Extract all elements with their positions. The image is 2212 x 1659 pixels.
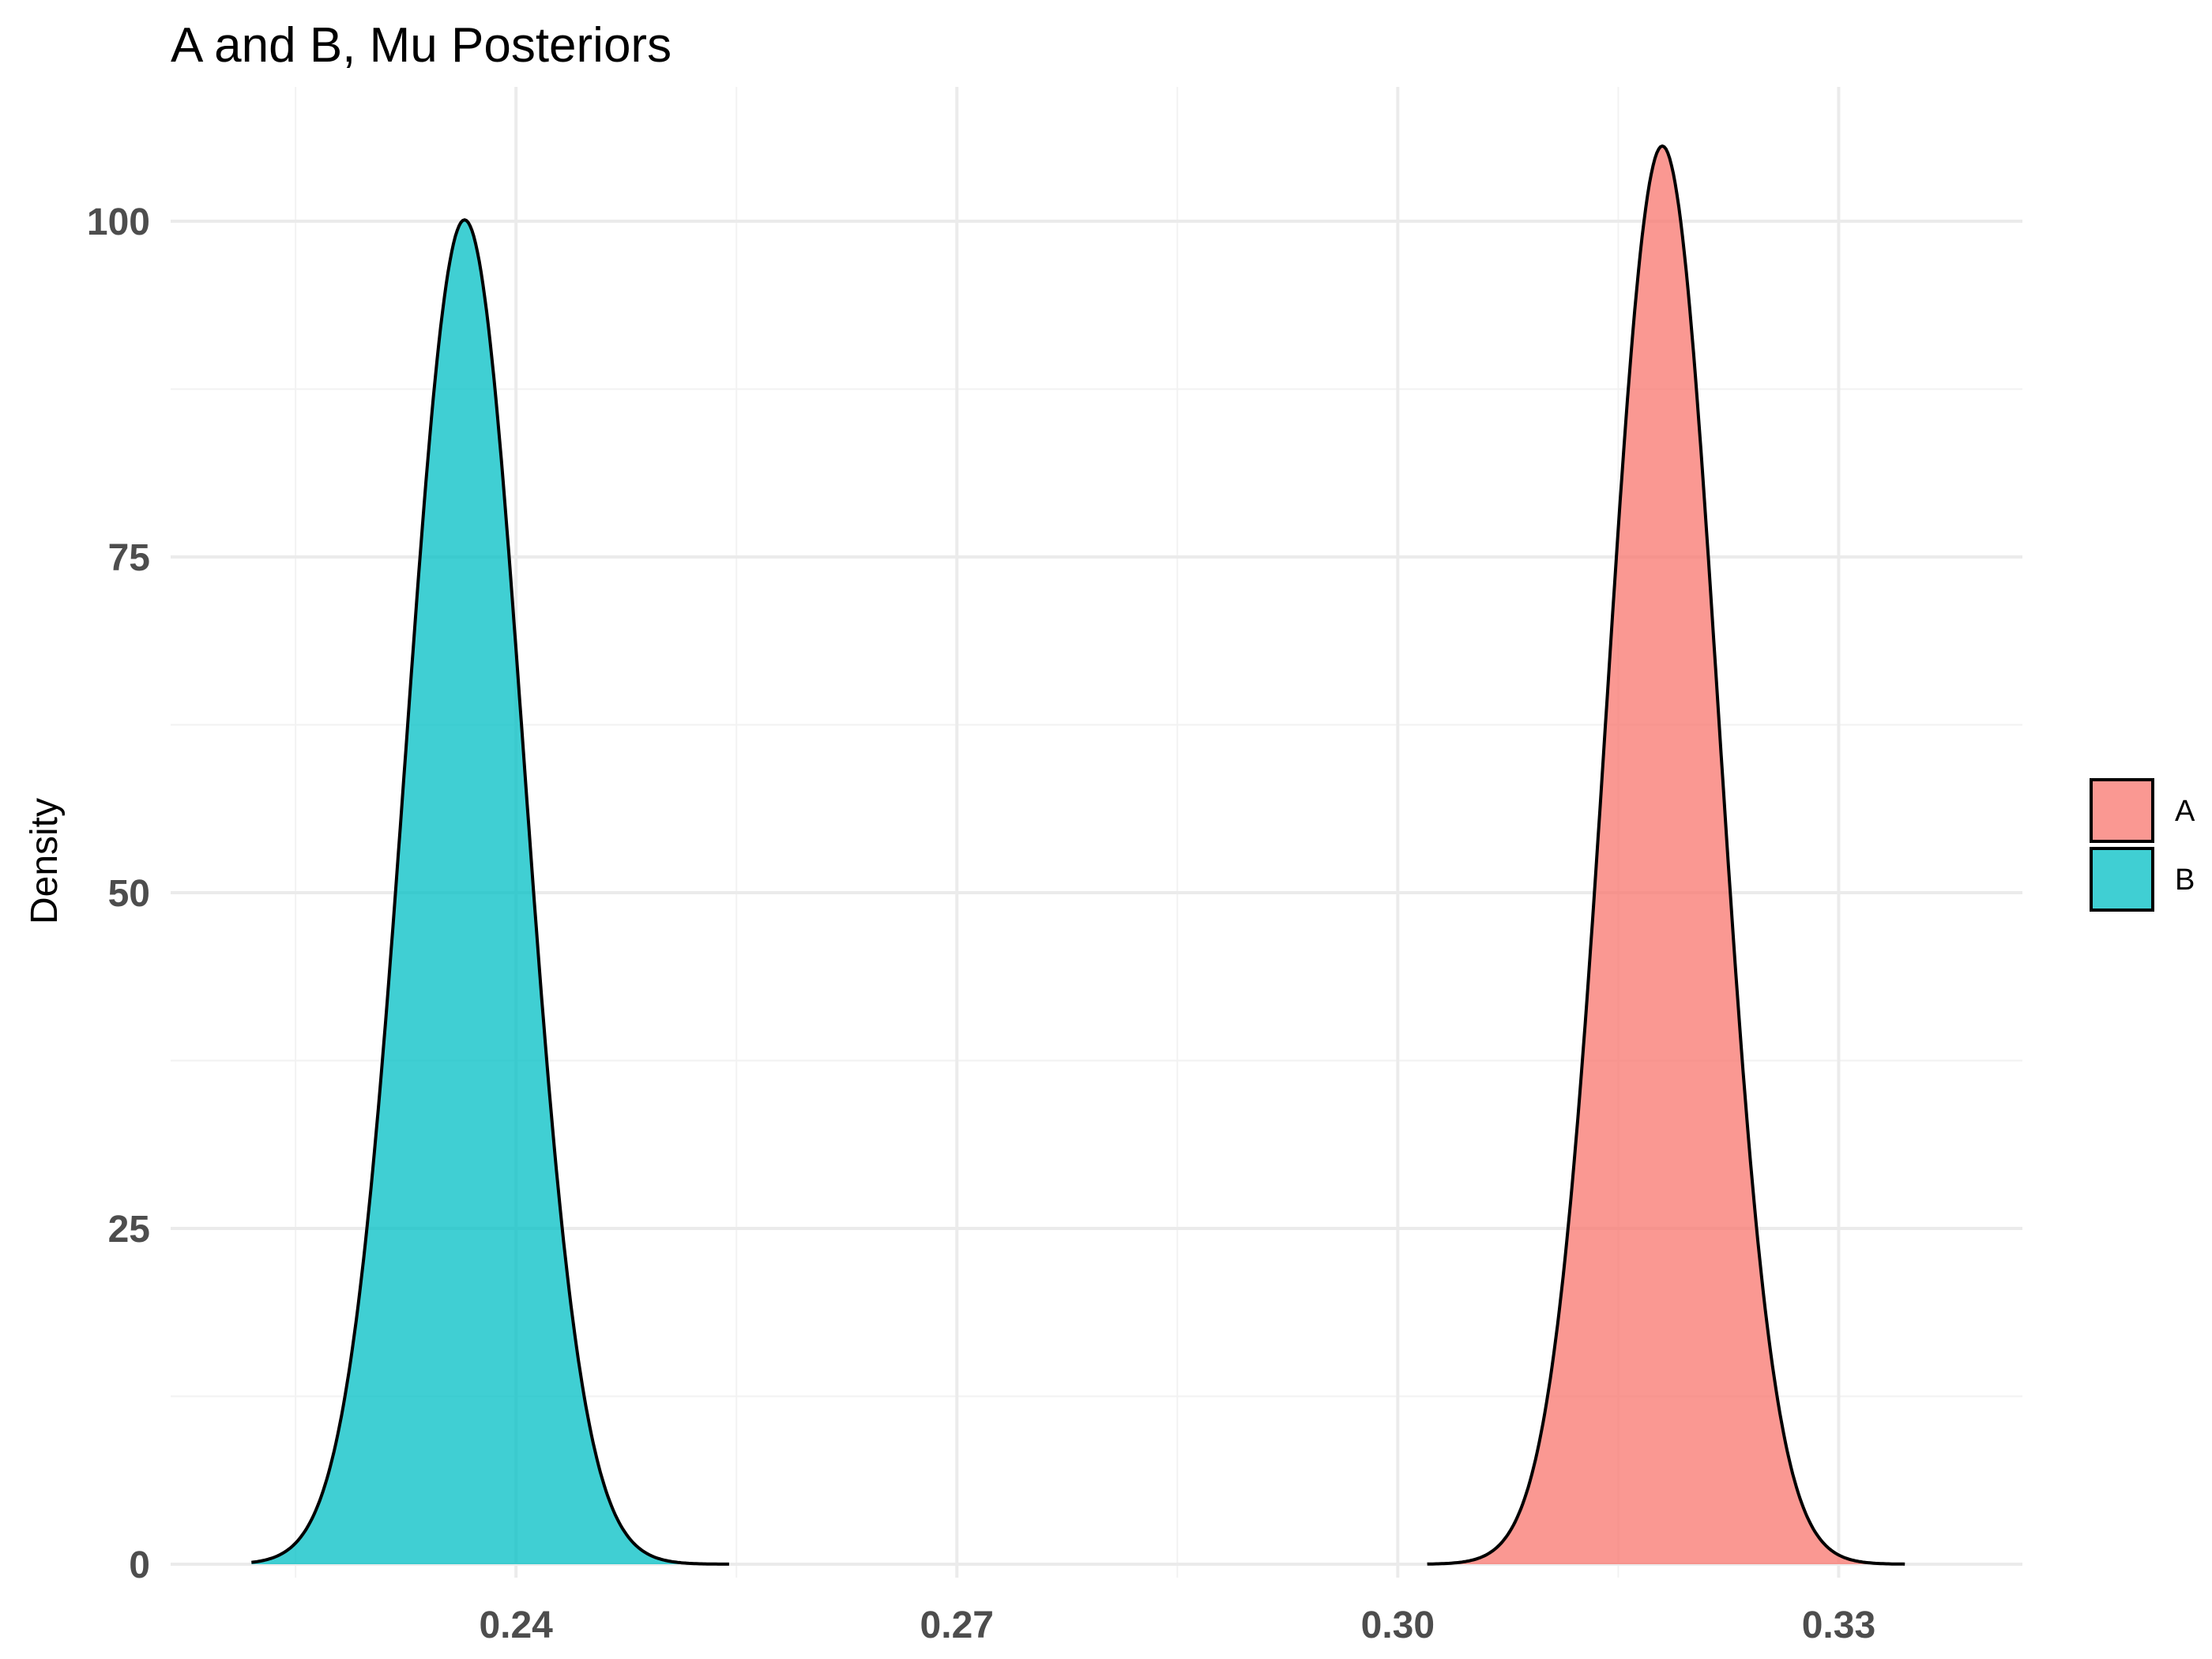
density-outline-a	[1427, 144, 1905, 1566]
density-area-a	[1427, 145, 1905, 1564]
x-tick-label: 0.27	[920, 1604, 994, 1646]
chart-title: A and B, Mu Posteriors	[171, 18, 672, 73]
y-axis-ticks: 0 25 50 75 100	[87, 201, 150, 1586]
x-axis-ticks: 0.24 0.27 0.30 0.33	[479, 1604, 1875, 1646]
x-tick-label: 0.24	[479, 1604, 553, 1646]
legend-key-b	[2090, 847, 2154, 912]
y-tick-label: 100	[87, 201, 150, 243]
y-axis-label: Density	[24, 798, 66, 924]
density-areas	[251, 144, 1905, 1566]
y-tick-label: 0	[129, 1544, 150, 1586]
density-area-b	[251, 220, 729, 1564]
x-tick-label: 0.33	[1802, 1604, 1875, 1646]
y-tick-label: 75	[108, 537, 150, 579]
y-tick-label: 25	[108, 1209, 150, 1251]
legend-label-a: A	[2175, 795, 2195, 828]
y-tick-label: 50	[108, 873, 150, 915]
legend-key-a	[2090, 778, 2154, 843]
legend: AB	[2090, 778, 2195, 912]
x-tick-label: 0.30	[1361, 1604, 1435, 1646]
legend-label-b: B	[2175, 863, 2195, 897]
density-outline-b	[251, 218, 729, 1566]
